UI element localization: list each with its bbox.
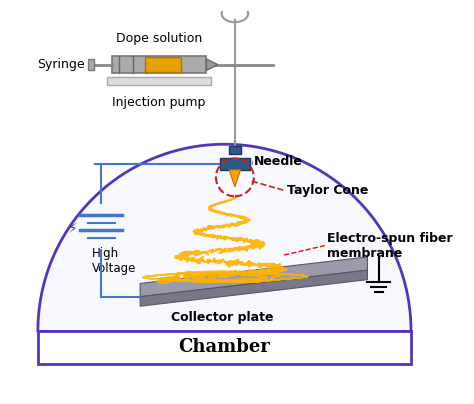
Text: Collector plate: Collector plate — [171, 311, 274, 324]
Text: Dope solution: Dope solution — [116, 32, 202, 45]
Text: Taylor Cone: Taylor Cone — [287, 184, 368, 197]
Bar — [88, 59, 94, 70]
Bar — [145, 57, 181, 72]
FancyBboxPatch shape — [112, 56, 207, 73]
Text: Injection pump: Injection pump — [112, 96, 206, 109]
Polygon shape — [207, 59, 218, 70]
Polygon shape — [140, 257, 367, 297]
Text: Chamber: Chamber — [179, 339, 270, 356]
Polygon shape — [140, 270, 367, 306]
FancyBboxPatch shape — [220, 158, 250, 170]
Polygon shape — [229, 170, 240, 187]
Text: Syringe: Syringe — [37, 58, 85, 71]
Text: High
Voltage: High Voltage — [92, 248, 136, 276]
Polygon shape — [38, 144, 411, 331]
Text: Needle: Needle — [254, 155, 303, 168]
Text: ⚡: ⚡ — [68, 223, 78, 236]
FancyBboxPatch shape — [107, 77, 211, 84]
FancyBboxPatch shape — [229, 146, 240, 154]
Text: Electro-spun fiber
membrane: Electro-spun fiber membrane — [327, 231, 452, 259]
Bar — [38, 331, 411, 364]
